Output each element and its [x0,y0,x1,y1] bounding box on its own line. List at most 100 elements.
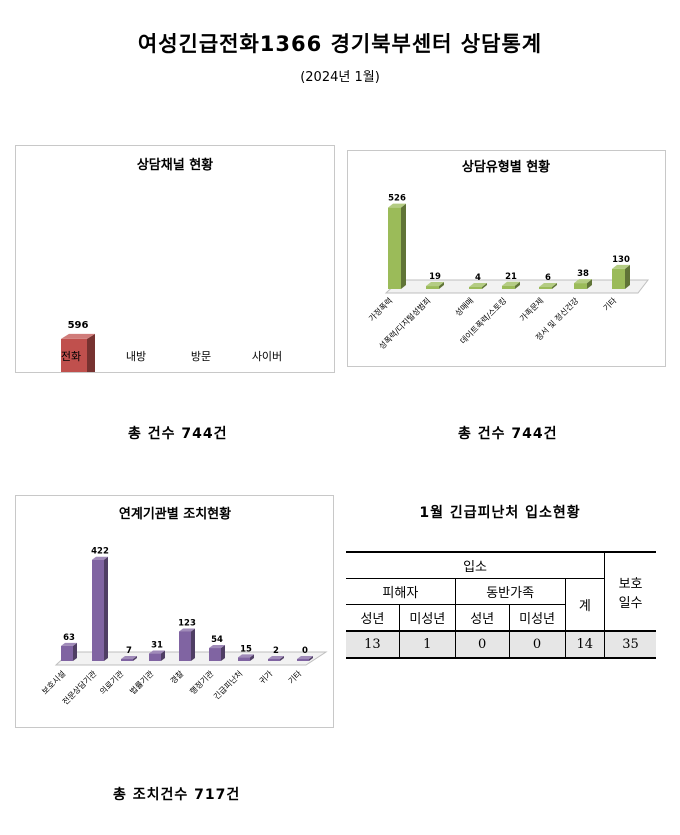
bar-2 [469,283,487,289]
data-label: 596 [68,320,89,331]
bar-side [587,279,592,289]
data-label: 63 [63,633,75,643]
bar-side [280,656,284,661]
data-label: 19 [429,272,441,282]
bar-side [309,656,313,661]
bar-side [221,645,225,661]
bar-front [92,559,104,661]
bar-7 [268,656,284,661]
victim-minor-value: 1 [398,630,456,659]
bar-side [191,628,195,661]
bar-side [401,203,406,289]
bar-top [61,333,95,339]
bar-top [539,283,557,287]
bar-front [209,648,221,661]
bar-front [574,283,587,289]
bar-4 [539,283,557,289]
tick-label: 긴급피난처 [211,668,244,701]
chart-title: 상담채널 현황 [137,157,213,173]
data-label: 38 [577,269,589,279]
bar-8 [297,656,313,661]
bar-side [625,264,630,289]
tick-label: 보호시설 [40,668,68,696]
bar-top [574,279,592,284]
bar-side [161,650,165,661]
victim-adult-value: 13 [346,630,400,659]
bar-3 [502,281,520,289]
tick-label: 기타 [602,296,619,313]
bar-side [104,556,108,661]
tick-label: 법률기관 [128,668,156,696]
bar-front [179,631,191,661]
protection-days-value: 35 [604,630,656,659]
bar-side [439,282,444,289]
bar-top [297,656,313,659]
data-label: 31 [151,641,163,651]
bar-side [482,283,487,289]
total-header: 계 [564,578,606,632]
bar-0 [388,203,406,289]
bar-front [426,286,439,289]
tick-label: 성매매 [453,296,475,318]
chart-title: 상담유형별 현황 [462,159,550,175]
bar-1 [426,282,444,289]
bar-front [61,645,73,661]
bar-top [121,656,137,659]
bar-side [250,654,254,661]
tick-label: 의료기관 [98,668,126,696]
protection-days-label-1: 보호 [618,576,643,592]
bar-front [388,207,401,289]
type-chart-svg: 상담유형별 현황526가정폭력19성폭력/디지털성범죄4성매매21데이트폭력/스… [367,159,650,351]
type-total: 총 건수 744건 [458,426,558,442]
data-label: 422 [91,547,109,557]
family-header: 동반가족 [454,578,566,605]
channel-chart-svg: 상담채널 현황596전화71내방13방문64사이버 [61,157,282,372]
total-value: 14 [564,630,606,659]
tick-label: 방문 [191,350,211,363]
victim-header: 피해자 [346,578,456,605]
channel-total: 총 건수 744건 [128,426,228,442]
tick-label: 전문상담기관 [60,668,99,707]
bar-front [149,653,161,661]
data-label: 15 [240,644,252,654]
victim-minor-header: 미성년 [398,604,456,632]
bar-side [552,283,557,289]
data-label: 0 [302,646,308,656]
bar-front [612,268,625,289]
data-label: 54 [211,635,223,645]
bar-5 [574,279,592,289]
data-label: 21 [505,272,517,282]
referral-chart: 연계기관별 조치현황 63 보호시설 422 전문상담기관 7 의료기관 31 법률기관 123 경… [15,495,334,728]
page-subtitle: (2024년 1월) [300,70,380,85]
bar-top [179,628,195,632]
bar-front [61,338,87,372]
bar-front [502,285,515,289]
family-minor-value: 0 [508,630,566,659]
bar-5 [209,645,225,661]
admission-header: 입소 [346,551,606,579]
bar-2 [121,656,137,661]
protection-days-label-2: 일수 [618,595,643,611]
bar-side [73,642,77,661]
family-adult-value: 0 [454,630,510,659]
bar-6 [238,654,254,661]
bar-top [61,642,77,646]
bar-top [149,650,165,654]
page-title: 여성긴급전화1366 경기북부센터 상담통계 [137,32,543,56]
data-label: 123 [178,618,196,628]
data-label: 130 [612,255,630,265]
tick-label: 가정폭력 [367,295,395,323]
family-adult-header: 성년 [454,604,510,632]
family-minor-header: 미성년 [508,604,566,632]
bar-6 [612,264,630,289]
referral-total: 총 조치건수 717건 [113,787,241,803]
bar-0 [61,333,95,372]
chart-title: 연계기관별 조치현황 [119,506,231,522]
tick-label: 사이버 [252,350,282,363]
bar-side [87,333,95,372]
bar-4 [179,628,195,661]
data-label: 526 [388,194,406,204]
data-label: 4 [475,273,481,283]
data-label: 7 [126,646,132,656]
bar-top [469,283,487,287]
